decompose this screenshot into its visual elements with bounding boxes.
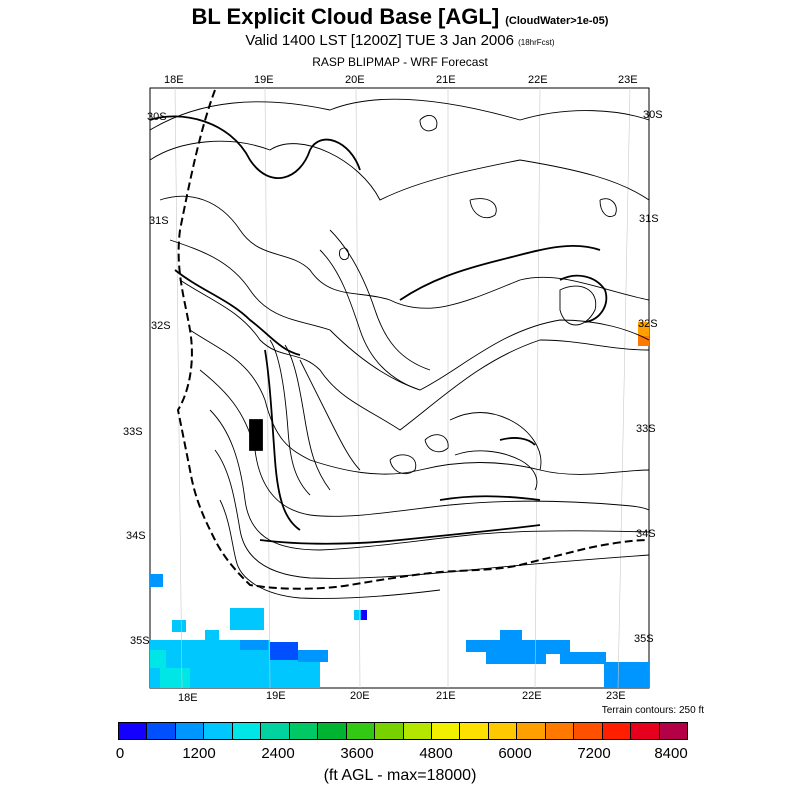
lon-label-top: 19E [254, 74, 274, 86]
lon-label-bottom: 18E [178, 692, 198, 704]
colorbar-cell [119, 723, 148, 739]
colorbar-cell [545, 723, 575, 739]
colorbar-cell [289, 723, 319, 739]
colorbar-cell [204, 723, 233, 739]
colorbar-tick-label: 0 [115, 745, 125, 762]
colorbar-tick-label: 7200 [577, 745, 611, 762]
lon-label-bottom: 20E [350, 690, 370, 702]
valid-text: Valid 1400 LST [1200Z] TUE 3 Jan 2006 [245, 32, 514, 49]
lon-label-top: 23E [618, 74, 638, 86]
colorbar-cell [574, 723, 603, 739]
colorbar-cell [602, 723, 632, 739]
colorbar-cell [631, 723, 660, 739]
colorbar-tick-label: 3600 [340, 745, 374, 762]
colorbar [118, 722, 688, 740]
colorbar-cell [232, 723, 262, 739]
lat-label-right: 31S [639, 213, 659, 225]
colorbar-cell [147, 723, 176, 739]
lon-label-bottom: 19E [266, 690, 286, 702]
colorbar-units: (ft AGL - max=18000) [323, 767, 477, 784]
lon-label-top: 21E [436, 74, 456, 86]
cloud-base-cells [150, 322, 649, 688]
colorbar-cell [488, 723, 518, 739]
lon-label-top: 22E [528, 74, 548, 86]
colorbar-tick-label: 2400 [261, 745, 295, 762]
lon-label-bottom: 22E [522, 690, 542, 702]
lon-label-top: 18E [164, 74, 184, 86]
colorbar-cell [431, 723, 461, 739]
lat-label-right: 34S [636, 528, 656, 540]
lat-label-right: 33S [636, 423, 656, 435]
lon-label-top: 20E [345, 74, 365, 86]
colorbar-tick-label: 6000 [498, 745, 532, 762]
colorbar-cell [175, 723, 205, 739]
colorbar-cell [659, 723, 688, 739]
valid-note: (18hrFcst) [518, 38, 555, 47]
lat-label-right: 30S [643, 109, 663, 121]
lat-label-right: 35S [634, 633, 654, 645]
coastline [176, 89, 650, 590]
colorbar-cell [261, 723, 290, 739]
lat-label-left: 32S [151, 320, 171, 332]
colorbar-cell [517, 723, 546, 739]
lat-label-left: 34S [126, 530, 146, 542]
lat-label-right: 32S [638, 318, 658, 330]
chart-title: BL Explicit Cloud Base [AGL] (CloudWater… [0, 4, 800, 30]
lat-label-left: 30S [147, 111, 167, 123]
lat-label-left: 35S [130, 635, 150, 647]
plot-area [149, 87, 650, 689]
title-note: (CloudWater>1e-05) [505, 15, 609, 27]
colorbar-cell [403, 723, 432, 739]
terrain-contours-note: Terrain contours: 250 ft [601, 705, 704, 716]
forecast-source: RASP BLIPMAP - WRF Forecast [312, 55, 488, 69]
lat-label-left: 33S [123, 426, 143, 438]
colorbar-tick-label: 8400 [654, 745, 688, 762]
valid-time: Valid 1400 LST [1200Z] TUE 3 Jan 2006 (1… [0, 32, 800, 49]
lat-label-left: 31S [149, 215, 169, 227]
colorbar-cell [460, 723, 489, 739]
title-main: BL Explicit Cloud Base [AGL] [191, 4, 500, 29]
colorbar-cell [318, 723, 347, 739]
terrain-contours-bold [149, 115, 608, 545]
lon-label-bottom: 23E [606, 690, 626, 702]
colorbar-cell [346, 723, 376, 739]
lon-label-bottom: 21E [436, 690, 456, 702]
colorbar-cell [375, 723, 404, 739]
colorbar-tick-label: 1200 [182, 745, 216, 762]
colorbar-tick-label: 4800 [419, 745, 453, 762]
